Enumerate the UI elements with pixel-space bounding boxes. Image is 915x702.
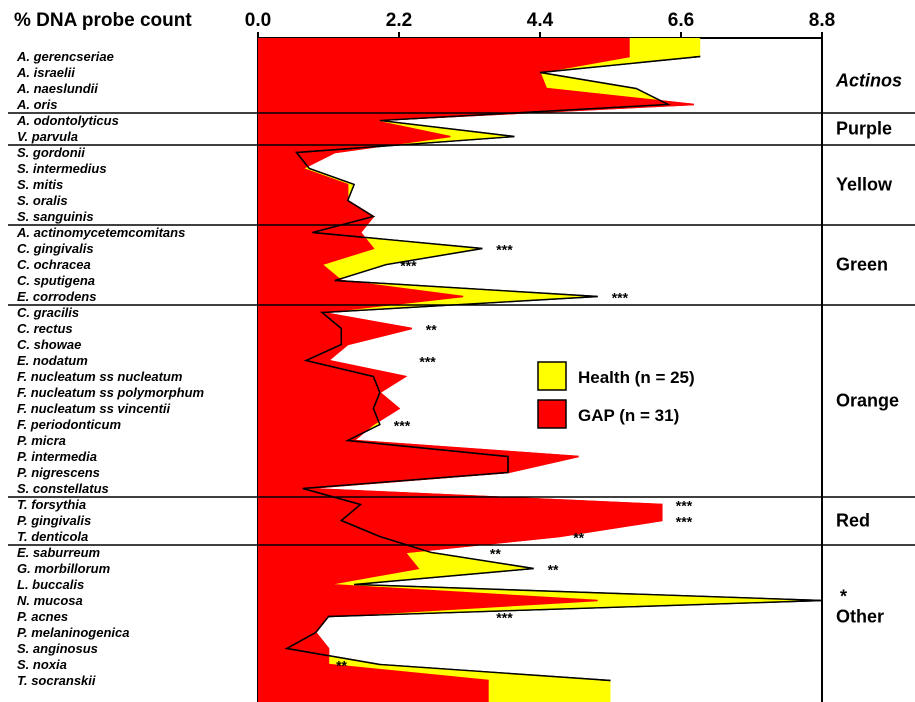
species-label: A. odontolyticus <box>16 113 119 128</box>
species-label: P. gingivalis <box>17 513 91 528</box>
health-excess-segment <box>322 264 387 278</box>
species-label: S. constellatus <box>17 481 109 496</box>
gap-outline <box>301 55 694 682</box>
species-label: S. intermedius <box>17 161 107 176</box>
species-label: F. nucleatum ss polymorphum <box>17 385 205 400</box>
legend-swatch <box>537 399 567 429</box>
significance-marker: *** <box>496 610 513 626</box>
species-label: S. noxia <box>17 657 67 672</box>
species-label: E. saburreum <box>17 545 101 560</box>
significance-marker: ** <box>573 530 584 546</box>
x-tick-label: 8.8 <box>809 10 835 31</box>
species-label: V. parvula <box>17 129 78 144</box>
x-tick-label: 4.4 <box>527 10 554 31</box>
x-tick-label: 0.0 <box>245 10 271 31</box>
health-excess-segment <box>328 664 611 681</box>
plot-area <box>8 38 915 702</box>
species-label: C. gracilis <box>17 305 79 320</box>
species-label: T. denticola <box>17 529 88 544</box>
species-label: S. gordonii <box>17 145 85 160</box>
species-label: F. periodonticum <box>17 417 121 432</box>
significance-marker: ** <box>336 658 347 674</box>
significance-marker: *** <box>394 418 411 434</box>
legend: Health (n = 25) GAP (n = 31) <box>537 361 695 429</box>
species-label: E. corrodens <box>17 289 96 304</box>
species-label: G. morbillorum <box>17 561 111 576</box>
species-label: S. sanguinis <box>17 209 94 224</box>
significance-markers: ********************************** <box>336 242 693 674</box>
significance-marker: *** <box>400 258 417 274</box>
species-label: C. gingivalis <box>17 241 94 256</box>
legend-label: GAP (n = 31) <box>578 406 679 425</box>
species-label: A. actinomycetemcomitans <box>16 225 185 240</box>
species-label: C. ochracea <box>17 257 91 272</box>
species-label: C. rectus <box>17 321 73 336</box>
significance-marker: ** <box>426 322 437 338</box>
species-label: A. israelii <box>16 65 75 80</box>
species-label: S. anginosus <box>17 641 98 656</box>
species-label: N. mucosa <box>17 593 83 608</box>
complex-label: Actinos <box>835 71 902 91</box>
species-label: P. micra <box>17 433 66 448</box>
complex-label: Yellow <box>836 175 893 195</box>
species-label: P. acnes <box>17 609 68 624</box>
legend-swatch <box>537 361 567 391</box>
chart-title: % DNA probe count <box>14 10 192 31</box>
significance-marker: *** <box>419 354 436 370</box>
species-label: S. oralis <box>17 193 68 208</box>
x-tick-label: 6.6 <box>668 10 694 31</box>
significance-marker: *** <box>612 290 629 306</box>
complex-label: Other <box>836 607 884 627</box>
health-outline <box>284 55 823 682</box>
significance-marker: *** <box>676 514 693 530</box>
species-label: T. forsythia <box>17 497 86 512</box>
significance-marker: ** <box>490 546 501 562</box>
health-excess-segment <box>405 552 534 569</box>
species-label: L. buccalis <box>17 577 84 592</box>
species-label: E. nodatum <box>17 353 88 368</box>
species-label: C. showae <box>17 337 81 352</box>
species-label: F. nucleatum ss vincentii <box>17 401 171 416</box>
complex-labels: Actinos Purple Yellow Green Orange Red Other* <box>835 71 902 627</box>
significance-marker: *** <box>496 242 513 258</box>
species-label: P. nigrescens <box>17 465 100 480</box>
species-label: A. naeslundii <box>16 81 98 96</box>
complex-label: Red <box>836 511 870 531</box>
species-label: A. oris <box>16 97 57 112</box>
species-label: T. socranskii <box>17 673 96 688</box>
complex-label: Purple <box>836 119 892 139</box>
x-tick-label: 2.2 <box>386 10 412 31</box>
species-label: C. sputigena <box>17 273 95 288</box>
species-label: P. intermedia <box>17 449 97 464</box>
species-label: S. mitis <box>17 177 63 192</box>
species-label: P. melaninogenica <box>17 625 129 640</box>
species-label: A. gerencseriae <box>16 49 114 64</box>
complex-label: Green <box>836 255 888 275</box>
complex-label: Orange <box>836 391 899 411</box>
significance-marker: *** <box>676 498 693 514</box>
legend-label: Health (n = 25) <box>578 368 695 387</box>
gap-area <box>258 38 694 702</box>
significance-marker: ** <box>548 562 559 578</box>
species-label: F. nucleatum ss nucleatum <box>17 369 183 384</box>
complex-marker: * <box>840 587 847 607</box>
